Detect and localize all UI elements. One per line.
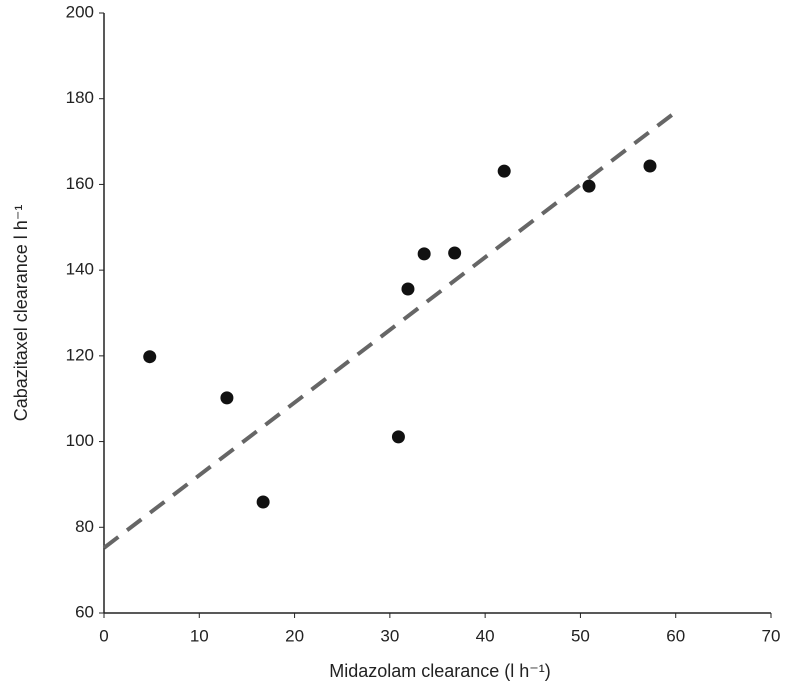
point — [643, 159, 657, 173]
x-tick-label: 20 — [285, 626, 304, 645]
point — [401, 282, 415, 296]
y-tick-label: 180 — [66, 88, 94, 107]
y-tick-label: 200 — [66, 2, 94, 21]
x-tick-label: 10 — [190, 626, 209, 645]
point — [256, 495, 270, 509]
point — [143, 350, 157, 364]
y-tick-label: 120 — [66, 345, 94, 364]
x-tick-label: 30 — [380, 626, 399, 645]
x-tick-label: 50 — [571, 626, 590, 645]
point — [391, 430, 405, 444]
point — [417, 247, 431, 261]
x-tick-label: 40 — [476, 626, 495, 645]
x-axis-title: Midazolam clearance (l h⁻¹) — [329, 661, 551, 681]
y-tick-label: 80 — [75, 517, 94, 536]
y-axis-title: Cabazitaxel clearance l h⁻¹ — [11, 205, 31, 422]
x-tick-label: 0 — [99, 626, 108, 645]
point — [497, 164, 511, 178]
x-tick-label: 70 — [762, 626, 781, 645]
y-tick-label: 60 — [75, 602, 94, 621]
y-tick-label: 100 — [66, 431, 94, 450]
x-tick-label: 60 — [666, 626, 685, 645]
point — [582, 179, 596, 193]
point — [220, 391, 234, 405]
y-tick-label: 140 — [66, 260, 94, 279]
trend-line — [102, 110, 677, 550]
point — [448, 246, 462, 260]
y-tick-label: 160 — [66, 174, 94, 193]
